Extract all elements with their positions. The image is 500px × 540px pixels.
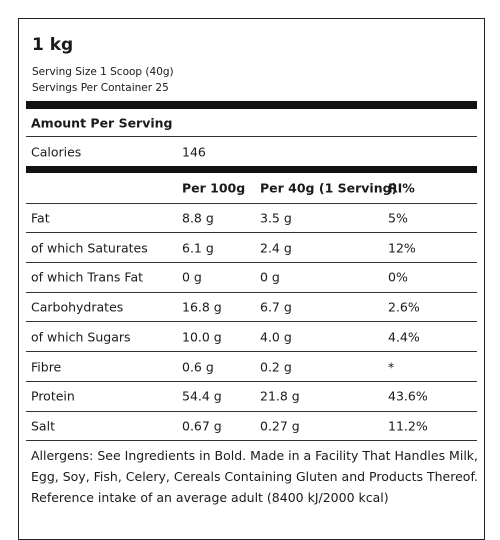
- title: 1 kg: [32, 35, 74, 55]
- nutrient-value: 0.6 g: [182, 359, 214, 375]
- nutrient-row: of which Saturates 6.1 g 2.4 g 12%: [26, 233, 477, 264]
- nutrient-row: of which Trans Fat 0 g 0 g 0%: [26, 263, 477, 293]
- page: {"header": {"title": "1 kg", "serving_si…: [18, 18, 485, 540]
- nutrient-row: Salt 0.67 g 0.27 g 11.2%: [26, 412, 477, 442]
- nutrient-name: Protein: [31, 388, 75, 404]
- calories-row: Calories 146: [26, 137, 477, 166]
- footer-line: Reference intake of an average adult (84…: [31, 490, 389, 506]
- nutrition-label: 1 kg Serving Size 1 Scoop (40g) Servings…: [18, 18, 485, 540]
- nutrient-row: Fat 8.8 g 3.5 g 5%: [26, 204, 477, 234]
- nutrient-value: 21.8 g: [260, 388, 300, 404]
- thick-rule: [26, 101, 477, 109]
- nutrient-value: 2.4 g: [260, 240, 292, 256]
- amount-row: Amount Per Serving: [26, 109, 477, 137]
- nutrient-value: 2.6%: [388, 299, 420, 315]
- nutrient-value: 12%: [388, 240, 416, 256]
- nutrient-value: 43.6%: [388, 388, 428, 404]
- nutrient-row: Fibre 0.6 g 0.2 g *: [26, 352, 477, 382]
- column-header: RI%: [388, 180, 415, 196]
- nutrient-value: 5%: [388, 210, 408, 226]
- nutrient-value: 54.4 g: [182, 388, 222, 404]
- footer-line: Egg, Soy, Fish, Celery, Cereals Containi…: [31, 469, 478, 485]
- nutrient-row: Protein 54.4 g 21.8 g 43.6%: [26, 382, 477, 412]
- nutrient-value: 0 g: [182, 269, 202, 285]
- nutrient-name: of which Saturates: [31, 240, 148, 256]
- serving-size: Serving Size 1 Scoop (40g): [32, 66, 174, 78]
- nutrient-value: 16.8 g: [182, 299, 222, 315]
- nutrient-row: Carbohydrates 16.8 g 6.7 g 2.6%: [26, 293, 477, 323]
- nutrient-name: of which Sugars: [31, 329, 131, 345]
- nutrient-value: 0.27 g: [260, 418, 300, 434]
- nutrient-value: 0.67 g: [182, 418, 222, 434]
- nutrient-value: 4.4%: [388, 329, 420, 345]
- calories-label: Calories: [31, 144, 82, 159]
- nutrient-value: *: [388, 359, 395, 375]
- column-header: Per 40g (1 Serving): [260, 180, 398, 196]
- nutrient-name: Fibre: [31, 359, 62, 375]
- nutrient-name: Carbohydrates: [31, 299, 124, 315]
- thick-rule: [26, 166, 477, 173]
- nutrient-value: 8.8 g: [182, 210, 214, 226]
- calories-value: 146: [182, 144, 206, 159]
- nutrient-name: Salt: [31, 418, 55, 434]
- footer-line: Allergens: See Ingredients in Bold. Made…: [31, 448, 479, 464]
- nutrient-name: Fat: [31, 210, 50, 226]
- nutrient-value: 3.5 g: [260, 210, 292, 226]
- nutrient-value: 11.2%: [388, 418, 428, 434]
- header-row: Per 100g Per 40g (1 Serving) RI%: [26, 173, 477, 204]
- nutrient-value: 10.0 g: [182, 329, 222, 345]
- nutrient-value: 6.7 g: [260, 299, 292, 315]
- amount-label: Amount Per Serving: [31, 115, 173, 130]
- nutrient-name: of which Trans Fat: [31, 269, 144, 285]
- servings: Servings Per Container 25: [32, 82, 169, 94]
- column-header: Per 100g: [182, 180, 246, 196]
- nutrient-value: 0.2 g: [260, 359, 292, 375]
- nutrient-value: 4.0 g: [260, 329, 292, 345]
- nutrient-value: 0%: [388, 269, 408, 285]
- nutrient-row: of which Sugars 10.0 g 4.0 g 4.4%: [26, 323, 477, 353]
- nutrient-value: 0 g: [260, 269, 280, 285]
- nutrient-value: 6.1 g: [182, 240, 214, 256]
